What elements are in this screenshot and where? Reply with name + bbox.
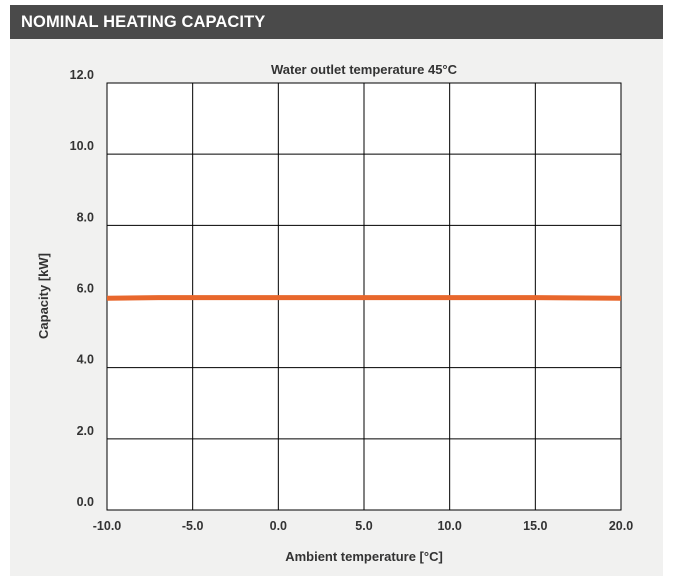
x-tick-label: 15.0 xyxy=(523,519,547,533)
x-axis-label: Ambient temperature [°C] xyxy=(285,549,443,564)
y-tick-labels: 0.0 2.0 4.0 6.0 8.0 10.0 12.0 xyxy=(70,68,94,509)
y-tick-label: 2.0 xyxy=(77,424,94,438)
y-tick-label: 8.0 xyxy=(77,210,94,224)
x-tick-labels: -10.0 -5.0 0.0 5.0 10.0 15.0 20.0 xyxy=(93,519,633,533)
y-tick-label: 10.0 xyxy=(70,139,94,153)
y-tick-label: 0.0 xyxy=(77,495,94,509)
x-tick-label: 5.0 xyxy=(355,519,372,533)
capacity-series-line xyxy=(106,295,622,301)
y-axis-label: Capacity [kW] xyxy=(36,253,51,339)
y-tick-label: 4.0 xyxy=(77,353,94,367)
x-tick-label: -10.0 xyxy=(93,519,122,533)
y-tick-label: 6.0 xyxy=(77,282,94,296)
x-tick-label: 10.0 xyxy=(437,519,461,533)
series-group xyxy=(106,295,622,301)
x-tick-label: -5.0 xyxy=(182,519,204,533)
y-tick-label: 12.0 xyxy=(70,68,94,82)
panel-header: NOMINAL HEATING CAPACITY xyxy=(10,5,663,39)
x-tick-label: 20.0 xyxy=(609,519,633,533)
x-tick-label: 0.0 xyxy=(270,519,287,533)
chart-title: Water outlet temperature 45°C xyxy=(271,62,458,77)
